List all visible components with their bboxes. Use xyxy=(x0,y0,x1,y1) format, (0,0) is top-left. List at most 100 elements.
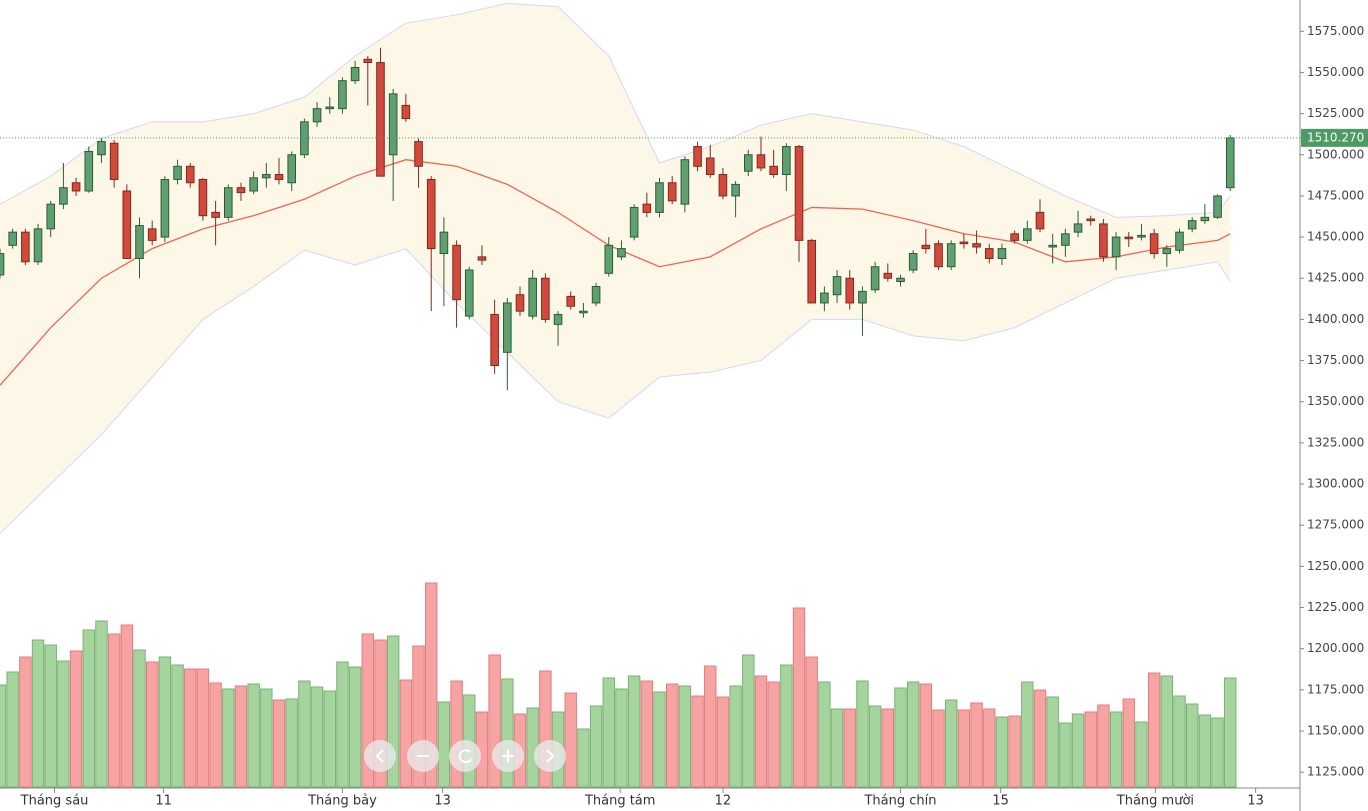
volume-bar xyxy=(1147,672,1161,788)
scroll-left-button[interactable] xyxy=(364,740,396,772)
candle-body xyxy=(1111,236,1121,258)
volume-bar xyxy=(184,668,197,788)
candle-body xyxy=(566,295,576,307)
y-tick-label: 1400.000 xyxy=(1307,312,1364,326)
candle-body xyxy=(363,58,373,64)
volume-bar xyxy=(1160,675,1174,788)
volume-bar xyxy=(247,683,260,788)
candle-body xyxy=(46,203,56,230)
candle-body xyxy=(997,248,1007,259)
candle-body xyxy=(71,182,81,192)
moving-average xyxy=(0,159,1231,386)
volume-bar xyxy=(729,685,742,788)
candle-body xyxy=(1035,211,1045,230)
candle-body xyxy=(376,62,385,177)
candle-body xyxy=(1200,216,1210,222)
candle-body xyxy=(287,154,297,184)
candle-body xyxy=(122,190,132,259)
candle-body xyxy=(503,302,512,353)
volume-bar xyxy=(44,644,57,788)
last-price-badge xyxy=(1301,128,1368,147)
candle-body xyxy=(629,206,639,238)
volume-bar xyxy=(1109,711,1123,788)
candle-body xyxy=(426,178,436,250)
zoom-in-button[interactable] xyxy=(492,740,524,772)
volume-bar xyxy=(196,668,210,788)
plot-area xyxy=(0,2,1300,788)
y-tick-label: 1275.000 xyxy=(1307,518,1364,532)
reset-button[interactable] xyxy=(449,740,481,772)
candle-body xyxy=(1213,195,1222,218)
candle-body xyxy=(959,241,969,245)
y-tick-label: 1550.000 xyxy=(1307,65,1364,79)
volume-bar xyxy=(450,680,463,788)
candle-body xyxy=(490,313,499,367)
y-tick-label: 1325.000 xyxy=(1307,435,1364,449)
volume-bar xyxy=(1059,722,1072,788)
candle-body xyxy=(541,277,550,320)
volume-bar xyxy=(704,665,717,788)
candle-body xyxy=(984,248,994,259)
candle-body xyxy=(591,285,601,304)
volume-bar xyxy=(627,675,641,788)
candle-body xyxy=(896,277,905,283)
candle-body xyxy=(604,244,614,274)
nav-buttons xyxy=(364,740,566,772)
candle-body xyxy=(756,154,766,169)
x-tick-label: 12 xyxy=(715,794,732,809)
candle-body xyxy=(97,141,106,156)
volume-bar xyxy=(310,686,324,788)
volume-bar xyxy=(386,635,400,788)
candle-body xyxy=(718,174,728,197)
candle-body xyxy=(350,67,360,82)
candle-body xyxy=(642,203,652,213)
candle-body xyxy=(667,182,677,202)
candle-body xyxy=(832,276,842,296)
volume-bar xyxy=(0,684,7,788)
volume-bar xyxy=(437,701,451,788)
volume-bar xyxy=(716,696,730,788)
volume-bar xyxy=(856,680,869,788)
x-tick-label: 15 xyxy=(992,794,1009,809)
zoom-out-button[interactable] xyxy=(407,740,439,772)
candle-body xyxy=(515,294,525,312)
candle-body xyxy=(1137,234,1146,238)
volume-bar xyxy=(881,708,895,788)
volume-bar xyxy=(31,639,45,788)
volume-bar xyxy=(298,680,311,788)
volume-bar xyxy=(285,698,298,788)
candle-body xyxy=(439,231,449,255)
volume-bar xyxy=(222,688,235,788)
candle-body xyxy=(388,93,398,156)
candle-body xyxy=(1099,223,1108,258)
volume-bar xyxy=(425,582,438,788)
volume-bar xyxy=(120,624,134,788)
candle-body xyxy=(680,159,690,205)
candle-body xyxy=(236,187,246,194)
volume-bar xyxy=(539,670,552,788)
x-tick-label: Tháng sáu xyxy=(20,794,89,809)
volume-bar xyxy=(843,708,856,788)
volume-bar xyxy=(260,688,273,788)
volume-bar xyxy=(107,633,121,788)
volume-bar xyxy=(602,677,615,788)
y-tick-label: 1375.000 xyxy=(1307,353,1364,367)
volume-bar xyxy=(57,660,70,788)
candle-body xyxy=(300,121,309,156)
volume-bar xyxy=(361,633,375,788)
volume-bar xyxy=(868,705,882,788)
volume-bar xyxy=(1122,698,1135,788)
candle-body xyxy=(338,80,347,110)
candle-body xyxy=(820,292,829,304)
y-tick-label: 1300.000 xyxy=(1307,477,1364,491)
scroll-right-button[interactable] xyxy=(534,740,566,772)
volume-bar xyxy=(780,664,793,788)
candle-body xyxy=(1048,244,1057,248)
last-price-label: 1510.270 xyxy=(1307,130,1364,144)
candle-body xyxy=(693,146,702,167)
volume-bar xyxy=(894,687,907,788)
candle-body xyxy=(1225,137,1235,189)
volume-bar xyxy=(665,683,679,788)
volume-bar xyxy=(1211,717,1224,788)
volume-bar xyxy=(6,671,19,788)
